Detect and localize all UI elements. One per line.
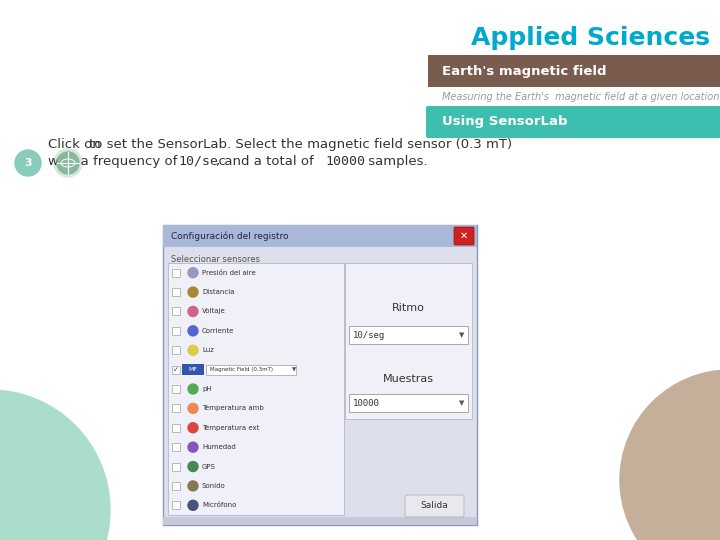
FancyBboxPatch shape — [172, 404, 180, 413]
FancyBboxPatch shape — [172, 482, 180, 490]
Text: 10000: 10000 — [325, 155, 365, 168]
Text: 3: 3 — [24, 158, 32, 168]
Circle shape — [188, 500, 198, 510]
Circle shape — [188, 481, 198, 491]
Text: Humedad: Humedad — [202, 444, 235, 450]
Text: Micrófono: Micrófono — [202, 502, 236, 508]
Text: Magnetic Field (0.3mT): Magnetic Field (0.3mT) — [210, 367, 273, 372]
Circle shape — [0, 390, 110, 540]
Text: Click on: Click on — [48, 138, 101, 151]
Text: Muestras: Muestras — [383, 374, 434, 384]
Text: samples.: samples. — [364, 155, 428, 168]
FancyBboxPatch shape — [206, 364, 296, 375]
FancyBboxPatch shape — [168, 263, 344, 515]
Text: ▼: ▼ — [459, 332, 464, 338]
FancyBboxPatch shape — [172, 385, 180, 393]
FancyBboxPatch shape — [163, 225, 477, 525]
Text: 10/seg: 10/seg — [353, 330, 385, 340]
Text: Presión del aire: Presión del aire — [202, 269, 256, 276]
Circle shape — [15, 150, 41, 176]
FancyBboxPatch shape — [172, 269, 180, 276]
FancyBboxPatch shape — [454, 227, 474, 245]
Text: Luz: Luz — [202, 347, 214, 353]
Text: GPS: GPS — [202, 463, 216, 470]
Text: Applied Sciences: Applied Sciences — [471, 26, 710, 50]
FancyBboxPatch shape — [426, 106, 720, 138]
Circle shape — [188, 384, 198, 394]
FancyBboxPatch shape — [349, 326, 468, 344]
FancyBboxPatch shape — [428, 55, 720, 87]
Text: Configuración del registro: Configuración del registro — [171, 231, 289, 241]
FancyBboxPatch shape — [172, 366, 180, 374]
Text: Corriente: Corriente — [202, 328, 235, 334]
FancyBboxPatch shape — [349, 394, 468, 412]
Text: with a frequency of: with a frequency of — [48, 155, 181, 168]
Circle shape — [620, 370, 720, 540]
Circle shape — [188, 403, 198, 414]
Text: Voltaje: Voltaje — [202, 308, 226, 314]
FancyBboxPatch shape — [172, 307, 180, 315]
Text: Salida: Salida — [420, 502, 448, 510]
Text: Sonido: Sonido — [202, 483, 226, 489]
Text: MF: MF — [189, 367, 197, 372]
FancyBboxPatch shape — [172, 463, 180, 470]
Circle shape — [188, 462, 198, 471]
Circle shape — [188, 287, 198, 297]
Text: 10/sec: 10/sec — [178, 155, 226, 168]
Text: Earth's magnetic field: Earth's magnetic field — [442, 65, 606, 78]
FancyBboxPatch shape — [163, 517, 477, 525]
Circle shape — [188, 345, 198, 355]
Circle shape — [188, 442, 198, 452]
Text: ▼: ▼ — [459, 400, 464, 406]
Text: ✕: ✕ — [460, 231, 468, 241]
Circle shape — [188, 307, 198, 316]
Text: ▼: ▼ — [292, 367, 296, 372]
Text: Distancia: Distancia — [202, 289, 235, 295]
FancyBboxPatch shape — [172, 327, 180, 335]
FancyBboxPatch shape — [163, 225, 477, 247]
Text: , and a total of: , and a total of — [216, 155, 318, 168]
Text: Ritmo: Ritmo — [392, 303, 425, 313]
Text: ✓: ✓ — [173, 367, 179, 373]
Text: Temperatura amb: Temperatura amb — [202, 406, 264, 411]
FancyBboxPatch shape — [345, 263, 472, 419]
Text: Seleccionar sensores: Seleccionar sensores — [171, 255, 260, 264]
FancyBboxPatch shape — [172, 424, 180, 432]
Text: Measuring the Earth's  magnetic field at a given location: Measuring the Earth's magnetic field at … — [442, 92, 719, 102]
Text: 10000: 10000 — [353, 399, 380, 408]
Circle shape — [57, 152, 79, 174]
FancyBboxPatch shape — [172, 346, 180, 354]
Text: Using SensorLab: Using SensorLab — [442, 116, 567, 129]
FancyBboxPatch shape — [172, 501, 180, 509]
Text: pH: pH — [202, 386, 212, 392]
FancyBboxPatch shape — [405, 495, 464, 517]
Circle shape — [54, 149, 82, 177]
Circle shape — [188, 423, 198, 433]
FancyBboxPatch shape — [172, 288, 180, 296]
FancyBboxPatch shape — [172, 443, 180, 451]
Text: to set the SensorLab. Select the magnetic field sensor (0.3 mT): to set the SensorLab. Select the magneti… — [89, 138, 512, 151]
Text: Temperatura ext: Temperatura ext — [202, 425, 259, 431]
Circle shape — [188, 268, 198, 278]
Circle shape — [188, 326, 198, 336]
FancyBboxPatch shape — [182, 363, 204, 375]
